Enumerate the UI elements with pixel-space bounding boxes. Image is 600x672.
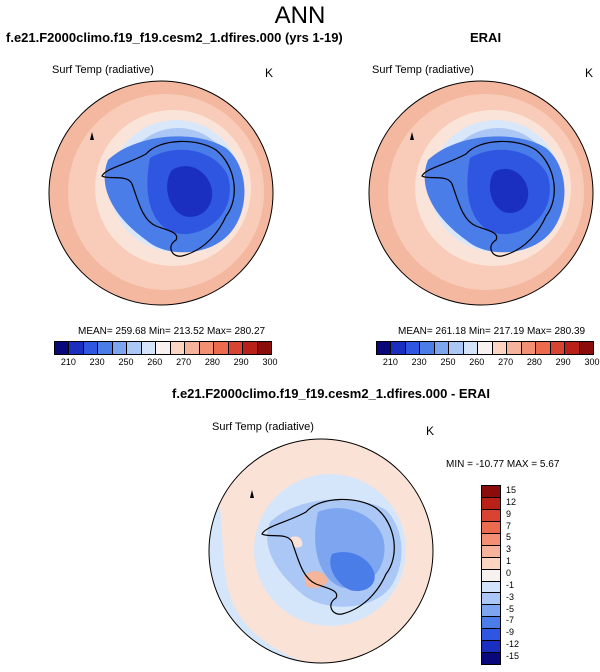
- panel-3-colorbar-label: 7: [506, 520, 512, 531]
- panel-3-colorbar-swatch: [482, 557, 500, 570]
- panel-2-colorbar-swatch: [420, 342, 435, 354]
- panel-2-colorbar-label: 230: [411, 357, 427, 367]
- panel-1-variable-label: Surf Temp (radiative): [52, 64, 154, 76]
- panel-1-colorbar-label: 250: [118, 357, 134, 367]
- panel-2-colorbar: [376, 341, 594, 355]
- panel-3-colorbar-label: -5: [506, 603, 515, 614]
- panel-3-colorbar-swatch: [482, 653, 500, 665]
- panel-1-title: f.e21.F2000climo.f19_f19.cesm2_1.dfires.…: [6, 30, 343, 45]
- panel-3-colorbar-swatch: [482, 593, 500, 606]
- panel-2-colorbar-swatch: [492, 342, 508, 354]
- panel-2-colorbar-swatch: [463, 342, 479, 354]
- panel-3-colorbar-label: 3: [506, 544, 512, 555]
- panel-3-colorbar-swatch: [482, 641, 500, 654]
- panel-2-colorbar-swatch: [377, 342, 392, 354]
- panel-2-colorbar-label: 260: [469, 357, 485, 367]
- panel-1-colorbar-swatch: [98, 342, 113, 354]
- panel-3-colorbar-labels: 15 12 9 7 5 3 1 0 -1 -3 -5 -7 -9 -12 -15: [506, 485, 536, 663]
- panel-1-colorbar-swatch: [185, 342, 200, 354]
- panel-1-colorbar-swatch: [243, 342, 258, 354]
- panel-1-colorbar-label: 280: [204, 357, 220, 367]
- panel-1-colorbar-swatch: [170, 342, 186, 354]
- panel-1-polar-map: [48, 80, 274, 306]
- panel-3-colorbar-label: -12: [506, 639, 520, 650]
- panel-2-colorbar-swatch: [521, 342, 537, 354]
- panel-3-colorbar-label: -7: [506, 615, 515, 626]
- panel-1-colorbar-swatch: [127, 342, 142, 354]
- panel-2-colorbar-swatch: [405, 342, 421, 354]
- panel-3-colorbar-label: 5: [506, 532, 512, 543]
- panel-3-colorbar-swatch: [482, 569, 500, 582]
- panel-1-colorbar-label: 290: [233, 357, 249, 367]
- panel-2-colorbar-label: 270: [498, 357, 514, 367]
- panel-2-colorbar-swatch: [434, 342, 450, 354]
- panel-2-colorbar-swatch: [478, 342, 493, 354]
- panel-3-colorbar-label: 1: [506, 556, 512, 567]
- panel-3-colorbar-swatch: [482, 486, 500, 498]
- panel-3-units-label: K: [426, 424, 435, 438]
- panel-1-colorbar-swatch: [55, 342, 70, 354]
- panel-2-units-label: K: [585, 66, 594, 80]
- panel-1-stats: MEAN= 259.68 Min= 213.52 Max= 280.27: [78, 326, 266, 337]
- panel-3-colorbar-label: -9: [506, 627, 515, 638]
- panel-2-variable-label: Surf Temp (radiative): [372, 64, 474, 76]
- panel-3-colorbar-swatch: [482, 605, 500, 618]
- panel-3-polar-map: [208, 438, 434, 664]
- panel-3-colorbar-swatch: [482, 521, 500, 534]
- panel-2-colorbar-swatch: [449, 342, 464, 354]
- panel-2-colorbar-label: 280: [526, 357, 542, 367]
- panel-3-colorbar-label: -3: [506, 591, 515, 602]
- panel-3-colorbar-label: 15: [506, 484, 517, 495]
- panel-3-colorbar-swatch: [482, 629, 500, 642]
- panel-3-colorbar-swatch: [482, 533, 500, 546]
- panel-2-colorbar-swatch: [565, 342, 580, 354]
- panel-3-colorbar-label: 9: [506, 508, 512, 519]
- panel-2-colorbar-swatch: [550, 342, 566, 354]
- panel-1-colorbar-swatch: [199, 342, 215, 354]
- panel-3-colorbar-swatch: [482, 497, 500, 510]
- panel-3-stats: MIN = -10.77 MAX = 5.67: [446, 459, 560, 470]
- panel-1-colorbar-swatch: [69, 342, 84, 354]
- panel-2-colorbar-label: 210: [382, 357, 398, 367]
- panel-1-colorbar-swatch: [141, 342, 157, 354]
- panel-3-colorbar-label: 12: [506, 496, 517, 507]
- panel-2-colorbar-swatch: [507, 342, 522, 354]
- panel-3-colorbar-swatch: [482, 545, 500, 558]
- panel-1-units-label: K: [265, 66, 274, 80]
- panel-3-colorbar-swatch: [482, 581, 500, 594]
- panel-1-colorbar-label: 260: [147, 357, 163, 367]
- panel-1-colorbar-swatch: [112, 342, 128, 354]
- panel-1-colorbar-label: 300: [262, 357, 278, 367]
- panel-2-colorbar-labels: 210 230 250 260 270 280 290 300: [376, 357, 600, 369]
- panel-1-colorbar: [54, 341, 272, 355]
- panel-3-title: f.e21.F2000climo.f19_f19.cesm2_1.dfires.…: [172, 386, 490, 401]
- panel-3-colorbar-label: 0: [506, 568, 512, 578]
- panel-2-colorbar-label: 250: [440, 357, 456, 367]
- panel-2-colorbar-label: 300: [584, 357, 600, 367]
- panel-2-colorbar-swatch: [391, 342, 406, 354]
- panel-1-colorbar-swatch: [228, 342, 244, 354]
- panel-3-colorbar: [481, 485, 501, 665]
- panel-2-title: ERAI: [470, 30, 502, 45]
- panel-1-colorbar-swatch: [156, 342, 171, 354]
- panel-3-colorbar-swatch: [482, 617, 500, 630]
- panel-2-colorbar-swatch: [536, 342, 551, 354]
- figure-title: ANN: [274, 2, 326, 29]
- panel-1-colorbar-swatch: [214, 342, 229, 354]
- panel-2-colorbar-swatch: [579, 342, 594, 354]
- panel-2-polar-map: [368, 80, 594, 306]
- panel-1-colorbar-labels: 210 230 250 260 270 280 290 300: [54, 357, 278, 369]
- panel-3-colorbar-label: -15: [506, 651, 520, 662]
- panel-3-colorbar-label: -1: [506, 579, 515, 590]
- panel-2-stats: MEAN= 261.18 Min= 217.19 Max= 280.39: [398, 326, 586, 337]
- panel-1-colorbar-swatch: [83, 342, 99, 354]
- panel-3-variable-label: Surf Temp (radiative): [212, 421, 314, 433]
- panel-1-colorbar-label: 230: [89, 357, 105, 367]
- panel-1-colorbar-label: 210: [60, 357, 76, 367]
- panel-1-colorbar-swatch: [257, 342, 272, 354]
- panel-1-colorbar-label: 270: [176, 357, 192, 367]
- panel-2-colorbar-label: 290: [555, 357, 571, 367]
- panel-3-colorbar-swatch: [482, 509, 500, 522]
